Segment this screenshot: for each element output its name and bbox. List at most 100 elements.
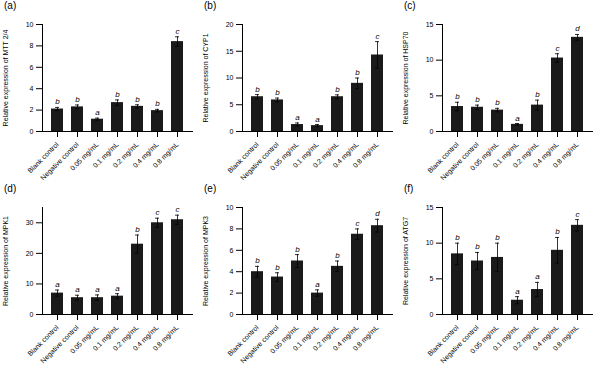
svg-text:0.8 mg/mL: 0.8 mg/mL xyxy=(351,141,380,170)
svg-text:5: 5 xyxy=(230,101,234,108)
svg-text:10: 10 xyxy=(426,56,434,63)
svg-text:Negative control: Negative control xyxy=(39,323,80,365)
svg-text:2: 2 xyxy=(230,289,234,296)
svg-text:c: c xyxy=(576,210,580,219)
svg-text:0.05 mg/mL: 0.05 mg/mL xyxy=(268,140,300,172)
svg-text:20: 20 xyxy=(226,21,234,28)
svg-text:0: 0 xyxy=(230,128,234,135)
svg-text:b: b xyxy=(455,233,460,242)
svg-text:6: 6 xyxy=(230,247,234,254)
svg-text:d: d xyxy=(575,24,580,33)
svg-text:10: 10 xyxy=(226,74,234,81)
svg-text:b: b xyxy=(135,95,140,104)
svg-text:c: c xyxy=(376,32,380,41)
svg-text:a: a xyxy=(75,285,80,294)
svg-text:a: a xyxy=(515,114,520,123)
svg-text:Relative expression of MPK3: Relative expression of MPK3 xyxy=(202,216,210,306)
svg-text:10: 10 xyxy=(26,280,34,287)
svg-text:a: a xyxy=(55,280,60,289)
svg-text:Blank control: Blank control xyxy=(26,140,60,175)
svg-text:b: b xyxy=(475,95,480,104)
svg-text:Relative expression of CYP1: Relative expression of CYP1 xyxy=(202,33,210,122)
svg-text:Relative expression of MPK1: Relative expression of MPK1 xyxy=(2,216,10,306)
svg-text:0.8 mg/mL: 0.8 mg/mL xyxy=(151,141,180,170)
svg-text:15: 15 xyxy=(426,21,434,28)
svg-text:Negative control: Negative control xyxy=(439,140,480,182)
svg-text:c: c xyxy=(176,205,180,214)
svg-text:a: a xyxy=(95,108,100,117)
svg-text:0.05 mg/mL: 0.05 mg/mL xyxy=(68,140,100,172)
svg-text:Blank control: Blank control xyxy=(226,323,260,358)
svg-text:30: 30 xyxy=(26,219,34,226)
svg-text:0.05 mg/mL: 0.05 mg/mL xyxy=(468,140,500,172)
svg-text:b: b xyxy=(355,68,360,77)
svg-text:10: 10 xyxy=(226,204,234,211)
svg-text:0.05 mg/mL: 0.05 mg/mL xyxy=(68,323,100,355)
svg-text:b: b xyxy=(475,242,480,251)
svg-text:0.8 mg/mL: 0.8 mg/mL xyxy=(351,324,380,353)
svg-text:b: b xyxy=(275,263,280,272)
svg-text:b: b xyxy=(295,245,300,254)
svg-text:4: 4 xyxy=(30,85,34,92)
svg-text:0.05 mg/mL: 0.05 mg/mL xyxy=(268,323,300,355)
svg-text:Blank control: Blank control xyxy=(426,323,460,358)
svg-text:b: b xyxy=(555,227,560,236)
svg-text:Negative control: Negative control xyxy=(239,323,280,365)
svg-text:Relative expression of HSP70: Relative expression of HSP70 xyxy=(402,31,410,124)
svg-text:0: 0 xyxy=(430,311,434,318)
svg-text:8: 8 xyxy=(30,42,34,49)
svg-text:a: a xyxy=(515,287,520,296)
svg-text:a: a xyxy=(315,115,320,124)
svg-text:b: b xyxy=(135,225,140,234)
svg-text:15: 15 xyxy=(226,47,234,54)
svg-text:a: a xyxy=(295,113,300,122)
svg-text:d: d xyxy=(375,209,380,218)
svg-text:0: 0 xyxy=(30,311,34,318)
svg-text:0.8 mg/mL: 0.8 mg/mL xyxy=(551,324,580,353)
svg-text:c: c xyxy=(156,208,160,217)
svg-text:2: 2 xyxy=(30,106,34,113)
svg-text:Blank control: Blank control xyxy=(426,140,460,175)
svg-text:4: 4 xyxy=(230,268,234,275)
svg-text:Blank control: Blank control xyxy=(26,323,60,358)
svg-text:0: 0 xyxy=(430,128,434,135)
svg-text:20: 20 xyxy=(26,250,34,257)
svg-text:b: b xyxy=(115,90,120,99)
svg-text:b: b xyxy=(495,233,500,242)
svg-text:10: 10 xyxy=(26,21,34,28)
svg-text:0: 0 xyxy=(30,128,34,135)
svg-text:5: 5 xyxy=(430,92,434,99)
svg-text:0: 0 xyxy=(230,311,234,318)
svg-text:0.8 mg/mL: 0.8 mg/mL xyxy=(151,324,180,353)
svg-text:Negative control: Negative control xyxy=(439,323,480,365)
svg-text:c: c xyxy=(356,219,360,228)
svg-text:6: 6 xyxy=(30,64,34,71)
svg-text:b: b xyxy=(75,95,80,104)
svg-text:a: a xyxy=(535,272,540,281)
svg-text:15: 15 xyxy=(426,204,434,211)
svg-text:10: 10 xyxy=(426,239,434,246)
svg-text:b: b xyxy=(455,92,460,101)
svg-text:a: a xyxy=(315,280,320,289)
svg-text:Blank control: Blank control xyxy=(226,140,260,175)
svg-text:Relative expression of MTT 2/4: Relative expression of MTT 2/4 xyxy=(2,30,10,127)
svg-text:0.8 mg/mL: 0.8 mg/mL xyxy=(551,141,580,170)
svg-text:b: b xyxy=(275,88,280,97)
svg-text:8: 8 xyxy=(230,225,234,232)
svg-text:c: c xyxy=(556,44,560,53)
svg-text:b: b xyxy=(335,85,340,94)
svg-text:b: b xyxy=(495,98,500,107)
svg-text:5: 5 xyxy=(430,275,434,282)
svg-text:b: b xyxy=(155,99,160,108)
svg-text:b: b xyxy=(55,97,60,106)
svg-text:Negative control: Negative control xyxy=(39,140,80,182)
svg-text:b: b xyxy=(535,90,540,99)
svg-text:Negative control: Negative control xyxy=(239,140,280,182)
svg-text:b: b xyxy=(335,251,340,260)
svg-text:c: c xyxy=(176,27,180,36)
svg-text:b: b xyxy=(255,256,260,265)
svg-text:a: a xyxy=(95,285,100,294)
svg-text:a: a xyxy=(115,284,120,293)
svg-text:Relative expression of ATG7: Relative expression of ATG7 xyxy=(402,217,410,305)
svg-text:b: b xyxy=(255,85,260,94)
